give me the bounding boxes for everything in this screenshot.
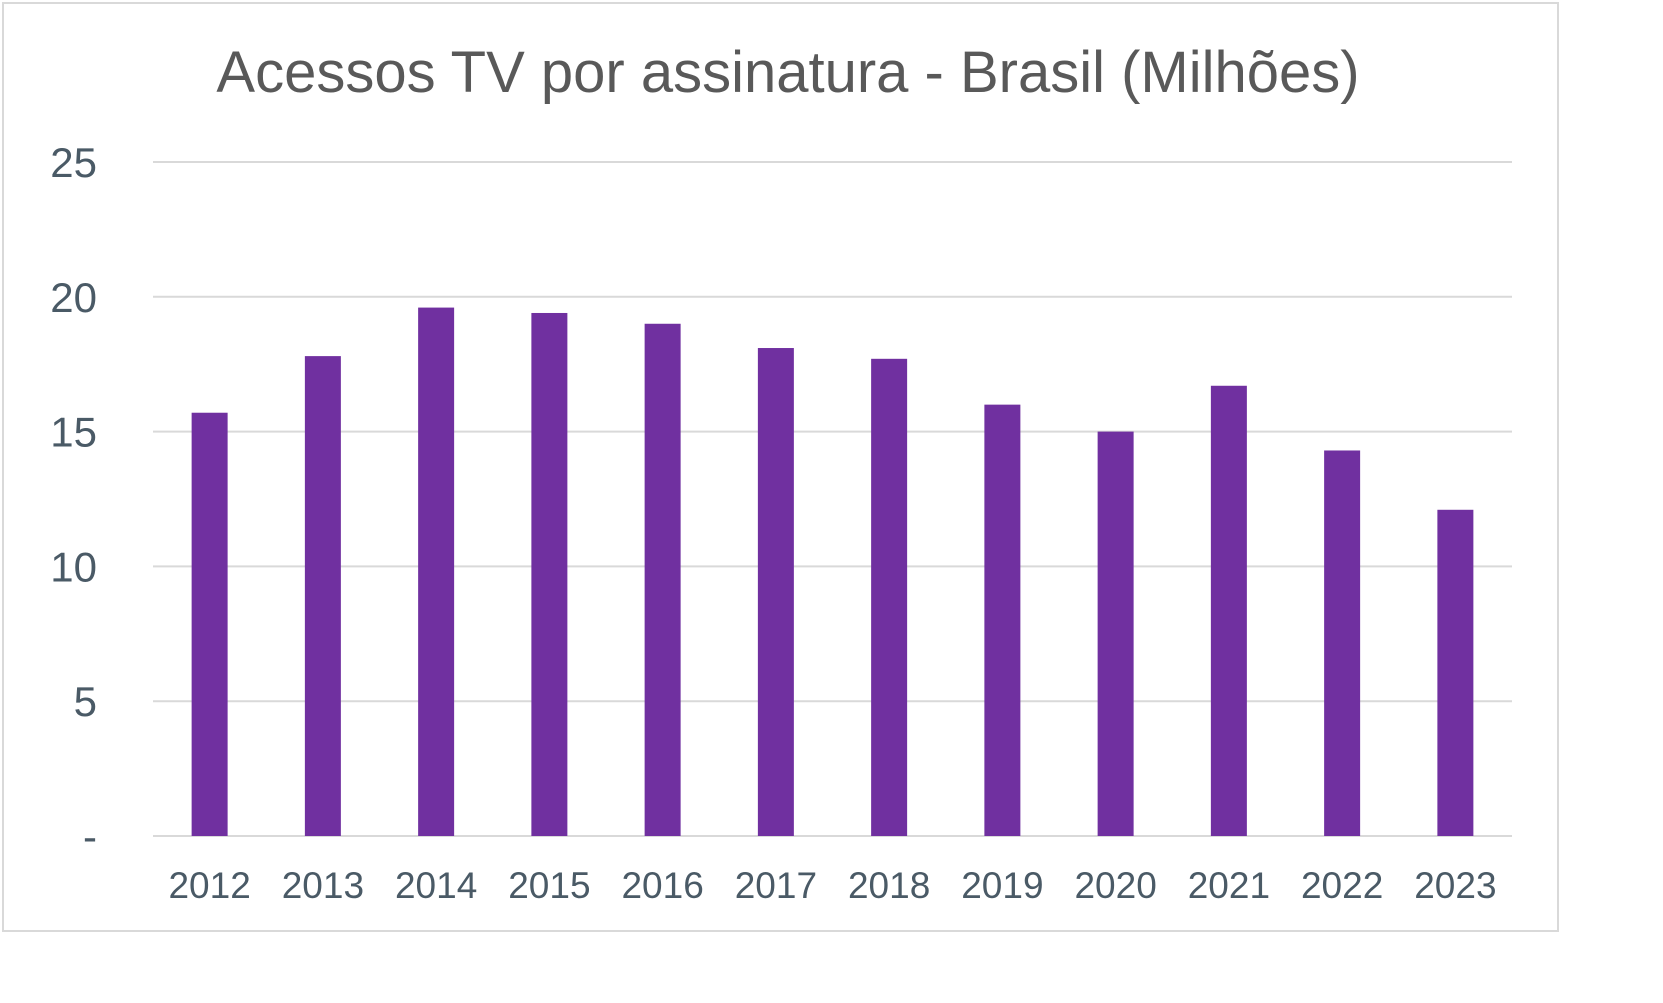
bar-2013 [304,356,341,836]
bar-2022 [1324,450,1361,836]
x-category-label: 2021 [1188,865,1270,906]
bar-2019 [984,404,1021,836]
y-tick-label: 25 [50,139,97,186]
x-axis-category-labels: 2012 2013 2014 2015 2016 2017 2018 2019 2020 2021… [168,865,1496,906]
x-category-label: 2022 [1301,865,1383,906]
y-tick-label: 20 [50,274,97,321]
y-axis-tick-labels: - 5 10 15 20 25 [50,139,97,860]
bar-2021 [1210,385,1247,836]
bar-2016 [644,323,681,836]
x-category-label: 2017 [735,865,817,906]
bar-2012 [191,412,228,836]
x-category-label: 2023 [1414,865,1496,906]
y-tick-label: 10 [50,543,97,590]
x-category-label: 2018 [848,865,930,906]
bar-2023 [1437,509,1474,836]
gridlines [153,161,1512,837]
bar-2018 [871,358,908,836]
x-category-label: 2020 [1074,865,1156,906]
bar-2020 [1097,431,1134,836]
x-category-label: 2019 [961,865,1043,906]
y-tick-label: 5 [74,678,97,725]
y-tick-label: 15 [50,409,97,456]
x-category-label: 2016 [621,865,703,906]
x-category-label: 2014 [395,865,477,906]
x-category-label: 2013 [282,865,364,906]
bar-2015 [531,312,568,836]
bar-2014 [418,307,455,837]
bar-2017 [757,348,794,836]
bars [191,307,1474,837]
y-tick-label: - [83,813,97,860]
x-category-label: 2015 [508,865,590,906]
chart-title: Acessos TV por assinatura - Brasil (Milh… [216,40,1359,105]
x-category-label: 2012 [168,865,250,906]
